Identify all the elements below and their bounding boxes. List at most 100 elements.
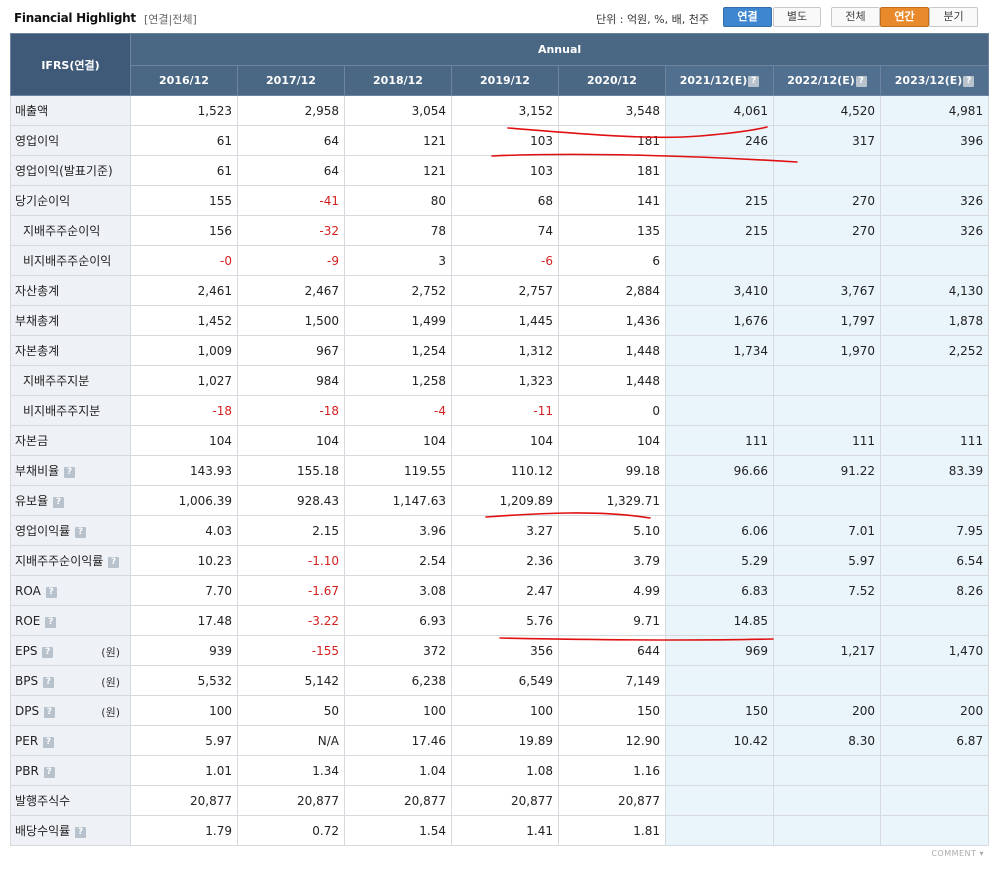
- row-label: 비지배주주순이익: [10, 245, 131, 276]
- table-cell: 6.87: [879, 725, 990, 756]
- table-row: 유보율 ? 1,006.39 928.43 1,147.63 1,209.89 1,329…: [10, 485, 990, 516]
- table-row: 부채총계 1,452 1,500 1,499 1,445 1,436 1,676 1,797 1…: [10, 305, 990, 336]
- table-cell: 1,676: [665, 305, 774, 336]
- year-label: 2017/12: [266, 74, 316, 87]
- table-cell: 83.39: [879, 455, 990, 486]
- table-cell: 5.97: [130, 725, 238, 756]
- table-cell: 1,209.89: [451, 485, 559, 516]
- row-label-text: 발행주식수: [15, 794, 71, 808]
- table-cell: 7.95: [879, 515, 990, 546]
- table-cell: 3,410: [665, 275, 774, 306]
- table-cell: 1,436: [558, 305, 666, 336]
- table-cell: [665, 395, 774, 426]
- help-icon[interactable]: ?: [45, 586, 57, 598]
- annual-button[interactable]: 연간: [880, 7, 929, 27]
- table-cell: 156: [130, 215, 238, 246]
- help-icon[interactable]: ?: [43, 766, 55, 778]
- table-cell: 61: [130, 125, 238, 156]
- help-icon[interactable]: ?: [42, 736, 54, 748]
- table-cell: 100: [130, 695, 238, 726]
- help-icon[interactable]: ?: [64, 467, 75, 478]
- help-icon[interactable]: ?: [963, 76, 975, 87]
- table-row: 당기순이익 155 -41 80 68 141 215 270 326: [10, 185, 990, 216]
- annual-header: Annual: [129, 33, 990, 66]
- table-cell: 61: [130, 155, 238, 186]
- all-period-button[interactable]: 전체: [831, 7, 880, 27]
- table-cell: 1.79: [130, 815, 238, 846]
- help-icon[interactable]: ?: [45, 616, 57, 628]
- table-row: 비지배주주지분 -18 -18 -4 -11 0: [10, 395, 990, 426]
- table-cell: 20,877: [237, 785, 345, 816]
- help-icon[interactable]: ?: [75, 827, 87, 838]
- help-icon[interactable]: ?: [42, 676, 54, 688]
- quarter-button[interactable]: 분기: [929, 7, 978, 27]
- help-icon[interactable]: ?: [43, 706, 55, 718]
- row-label: ROE ?: [10, 605, 131, 636]
- table-cell: [773, 365, 881, 396]
- row-label-text: PBR: [15, 763, 39, 778]
- row-label: 매출액: [10, 95, 131, 126]
- help-icon[interactable]: ?: [108, 557, 120, 568]
- help-icon[interactable]: ?: [748, 76, 760, 87]
- table-cell: -155: [237, 635, 345, 666]
- table-row: 자본총계 1,009 967 1,254 1,312 1,448 1,734 1,970 2,2…: [10, 335, 990, 366]
- separate-button[interactable]: 별도: [773, 7, 821, 27]
- table-cell: 10.23: [130, 545, 238, 576]
- table-row: 배당수익률 ? 1.79 0.72 1.54 1.41 1.81: [10, 815, 990, 846]
- row-label-text: DPS: [15, 703, 40, 718]
- table-cell: 1,452: [130, 305, 238, 336]
- table-cell: 6.54: [879, 545, 990, 576]
- row-label-text: 지배주주순이익: [23, 224, 101, 238]
- row-label-text: 부채비율: [15, 464, 60, 478]
- table-cell: [879, 605, 990, 636]
- consolidated-button[interactable]: 연결: [723, 7, 772, 27]
- table-cell: 96.66: [665, 455, 774, 486]
- table-cell: 2.54: [344, 545, 452, 576]
- table-cell: -9: [237, 245, 345, 276]
- help-icon[interactable]: ?: [42, 646, 54, 658]
- table-cell: 6: [558, 245, 666, 276]
- table-cell: [879, 245, 990, 276]
- table-cell: 6,549: [451, 665, 559, 696]
- table-cell: [773, 665, 881, 696]
- table-cell: 80: [344, 185, 452, 216]
- year-label: 2020/12: [587, 74, 637, 87]
- year-label: 2021/12(E): [679, 74, 748, 87]
- table-cell: 19.89: [451, 725, 559, 756]
- table-row: 비지배주주순이익 -0 -9 3 -6 6: [10, 245, 990, 276]
- table-cell: 111: [773, 425, 881, 456]
- row-label-text: PER: [15, 733, 39, 748]
- table-row: EPS ? (원) 939 -155 372 356 644 969 1,217 1,470: [10, 635, 990, 666]
- table-cell: 3: [344, 245, 452, 276]
- table-cell: 100: [344, 695, 452, 726]
- table-cell: 104: [558, 425, 666, 456]
- table-cell: 8.30: [773, 725, 881, 756]
- table-cell: 7.01: [773, 515, 881, 546]
- year-header: 2016/12: [130, 65, 238, 96]
- table-cell: 111: [665, 425, 774, 456]
- table-cell: 5,142: [237, 665, 345, 696]
- table-cell: -18: [237, 395, 345, 426]
- table-cell: 1.41: [451, 815, 559, 846]
- table-cell: 1,448: [558, 365, 666, 396]
- help-icon[interactable]: ?: [855, 76, 867, 87]
- table-cell: 1,258: [344, 365, 452, 396]
- comment-toggle[interactable]: COMMENT ▾: [931, 849, 984, 858]
- row-label-text: 자본총계: [15, 344, 60, 358]
- table-cell: 64: [237, 155, 345, 186]
- table-cell: 7.52: [773, 575, 881, 606]
- table-cell: 155: [130, 185, 238, 216]
- year-label: 2016/12: [159, 74, 209, 87]
- table-cell: 150: [665, 695, 774, 726]
- table-cell: 5.29: [665, 545, 774, 576]
- help-icon[interactable]: ?: [75, 527, 87, 538]
- table-cell: 984: [237, 365, 345, 396]
- table-cell: 143.93: [130, 455, 238, 486]
- table-cell: 0.72: [237, 815, 345, 846]
- table-cell: 317: [773, 125, 881, 156]
- year-header: 2018/12: [344, 65, 452, 96]
- table-cell: 2,884: [558, 275, 666, 306]
- row-label-text: 매출액: [15, 104, 49, 118]
- help-icon[interactable]: ?: [52, 497, 64, 508]
- table-cell: 6.06: [665, 515, 774, 546]
